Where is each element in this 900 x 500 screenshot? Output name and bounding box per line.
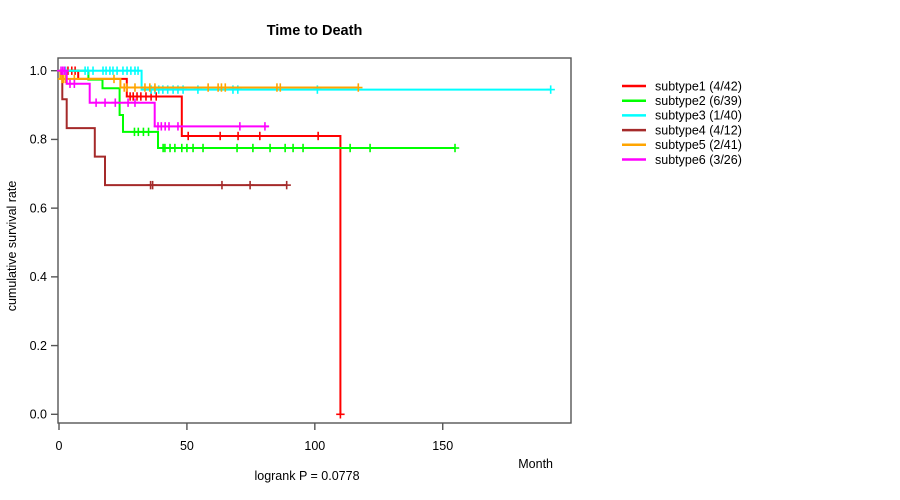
censor-marks-subtype5 [57, 74, 363, 92]
survival-curve-subtype6 [59, 69, 269, 128]
x-tick-label: 100 [304, 439, 325, 453]
legend-label-subtype2: subtype2 (6/39) [655, 94, 742, 108]
survival-curve-subtype4 [59, 69, 287, 187]
survival-curves [56, 66, 555, 419]
survival-curve-subtype1 [59, 69, 342, 415]
censor-marks-subtype1 [63, 66, 345, 419]
legend-label-subtype1: subtype1 (4/42) [655, 79, 742, 93]
x-tick-label: 150 [432, 439, 453, 453]
legend-item-subtype3: subtype3 (1/40) [622, 109, 742, 123]
legend-label-subtype3: subtype3 (1/40) [655, 109, 742, 123]
y-tick-label: 1.0 [30, 64, 47, 78]
logrank-pvalue-text: logrank P = 0.0778 [254, 469, 359, 483]
x-tick-label: 0 [56, 439, 63, 453]
legend-item-subtype6: subtype6 (3/26) [622, 153, 742, 167]
y-axis-label: cumulative survival rate [5, 181, 19, 312]
censor-marks-subtype3 [58, 66, 555, 94]
legend-item-subtype1: subtype1 (4/42) [622, 79, 742, 93]
legend-item-subtype4: subtype4 (4/12) [622, 123, 742, 137]
x-tick-label: 50 [180, 439, 194, 453]
legend-label-subtype5: subtype5 (2/41) [655, 138, 742, 152]
x-axis-label: Month [518, 457, 553, 471]
chart-title: Time to Death [267, 23, 363, 39]
censor-marks-subtype4 [146, 180, 291, 190]
legend-item-subtype2: subtype2 (6/39) [622, 94, 742, 108]
legend-label-subtype4: subtype4 (4/12) [655, 123, 742, 137]
plot-border [57, 57, 572, 424]
y-tick-label: 0.8 [30, 133, 47, 147]
legend-label-subtype6: subtype6 (3/26) [655, 153, 742, 167]
y-tick-label: 0.6 [30, 201, 47, 215]
censor-marks-subtype6 [56, 66, 270, 131]
axes: 0 50 100 150 0.0 0.2 0.4 0.6 0.8 1.0 [30, 57, 572, 453]
legend: subtype1 (4/42)subtype2 (6/39)subtype3 (… [622, 79, 742, 167]
y-tick-label: 0.4 [30, 270, 47, 284]
legend-item-subtype5: subtype5 (2/41) [622, 138, 742, 152]
y-tick-label: 0.0 [30, 408, 47, 422]
y-tick-label: 0.2 [30, 339, 47, 353]
